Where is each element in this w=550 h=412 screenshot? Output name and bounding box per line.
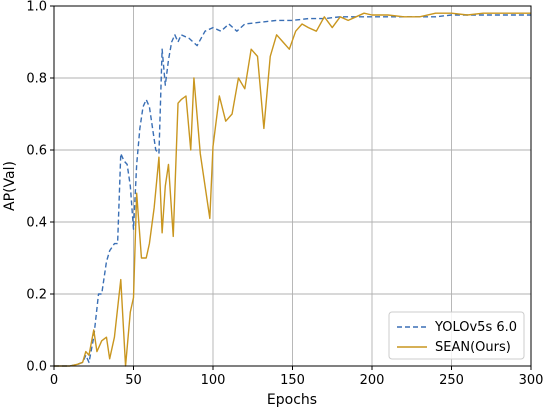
legend: YOLOv5s 6.0 SEAN(Ours) <box>388 311 525 360</box>
y-tick-label: 1.0 <box>26 0 47 15</box>
legend-label-yolov5s: YOLOv5s 6.0 <box>434 320 517 335</box>
x-tick-label: 100 <box>201 373 226 388</box>
x-tick-label: 200 <box>360 373 385 388</box>
ticks: 0 50 100 150 200 250 300 0.0 0.2 0.4 0.6 0.8 1.0 <box>26 0 543 388</box>
series-line-yolov5s <box>54 14 531 367</box>
y-tick-label: 0.2 <box>26 288 47 303</box>
x-tick-label: 0 <box>50 373 58 388</box>
legend-label-sean: SEAN(Ours) <box>435 340 511 355</box>
y-tick-label: 0.6 <box>26 144 47 159</box>
x-tick-label: 250 <box>439 373 464 388</box>
x-tick-label: 50 <box>125 373 142 388</box>
x-tick-label: 150 <box>280 373 305 388</box>
y-tick-label: 0.8 <box>26 72 47 87</box>
y-tick-label: 0.0 <box>26 360 47 375</box>
x-tick-label: 300 <box>519 373 544 388</box>
series-line-sean <box>54 12 531 367</box>
series-layer <box>54 12 531 367</box>
y-tick-label: 0.4 <box>26 216 47 231</box>
y-axis-label: AP(Val) <box>2 161 18 211</box>
x-axis-label: Epochs <box>267 392 317 408</box>
